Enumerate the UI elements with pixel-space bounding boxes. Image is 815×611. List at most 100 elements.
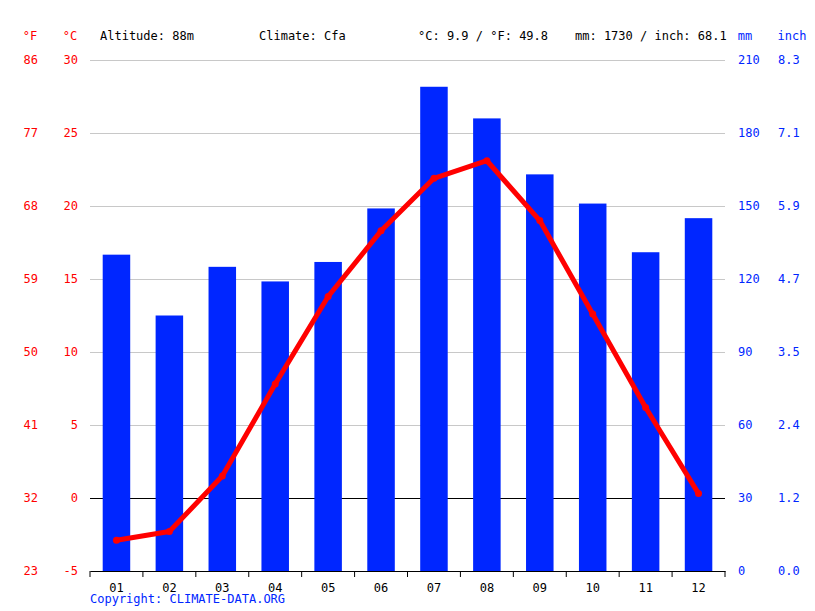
category-separator — [90, 571, 91, 577]
bar-series — [103, 87, 713, 571]
tick: 3.5 — [778, 345, 800, 359]
x-tick: 04 — [268, 571, 282, 595]
x-tick: 03 — [215, 571, 229, 595]
header-annotation: Climate: Cfa — [259, 29, 346, 43]
x-tick: 06 — [374, 571, 388, 595]
line-markers — [113, 157, 702, 544]
x-tick-label: 10 — [585, 581, 599, 595]
tick: 5 — [71, 418, 78, 432]
line-marker — [219, 473, 226, 480]
x-tick-label: 09 — [533, 581, 547, 595]
chart: Altitude: 88m Climate: Cfa °C: 9.9 / °F: 4… — [0, 0, 815, 611]
category-separator — [301, 571, 302, 577]
line-marker — [695, 490, 702, 497]
tick: 59 — [24, 272, 38, 286]
tick-label: 86 — [24, 53, 38, 67]
grid-line — [90, 352, 725, 353]
line-marker — [536, 217, 543, 224]
tick-label: 3.5 — [778, 345, 800, 359]
line-marker — [378, 227, 385, 234]
header-annotation: Altitude: 88m — [100, 29, 194, 43]
tick-label: 41 — [24, 418, 38, 432]
header-annotation: °C: 9.9 / °F: 49.8 — [418, 29, 548, 43]
tick-label: 0.0 — [778, 564, 800, 578]
x-tick: 07 — [427, 571, 441, 595]
bar — [103, 255, 131, 571]
axis-unit-label: mm — [738, 29, 752, 43]
y2-axis-mm: 0306090120150180210 — [738, 53, 760, 578]
tick: 41 — [24, 418, 38, 432]
tick-label: -5 — [64, 564, 78, 578]
tick: 20 — [64, 199, 78, 213]
tick-label: 68 — [24, 199, 38, 213]
x-tick-label: 11 — [638, 581, 652, 595]
tick-label: 210 — [738, 53, 760, 67]
x-tick: 05 — [321, 571, 335, 595]
tick-label: 60 — [738, 418, 752, 432]
tick: 25 — [64, 126, 78, 140]
line-marker — [325, 293, 332, 300]
tick-label: 120 — [738, 272, 760, 286]
tick-label: 10 — [64, 345, 78, 359]
axis-unit-label: °C — [63, 29, 77, 43]
tick: 0 — [71, 491, 78, 505]
tick-label: 30 — [738, 491, 752, 505]
tick-label: 77 — [24, 126, 38, 140]
tick-label: 20 — [64, 199, 78, 213]
grid-line — [90, 498, 725, 499]
axis-line — [78, 61, 79, 572]
category-separator — [407, 571, 408, 577]
tick: 210 — [738, 53, 760, 67]
bar — [579, 204, 607, 571]
tick-label: 59 — [24, 272, 38, 286]
category-separator — [460, 571, 461, 577]
tick-label: 15 — [64, 272, 78, 286]
tick: 30 — [738, 491, 752, 505]
y2-axis-inch: 0.0 1.2 2.4 3.5 4.7 5.9 7.1 8.3 — [778, 53, 800, 578]
tick-label: 4.7 — [778, 272, 800, 286]
bar — [367, 208, 395, 571]
tick: 5.9 — [778, 199, 800, 213]
line-marker — [642, 404, 649, 411]
tick-label: 32 — [24, 491, 38, 505]
tick: 4.7 — [778, 272, 800, 286]
line-marker — [272, 381, 279, 388]
line-marker — [166, 528, 173, 535]
tick: 60 — [738, 418, 752, 432]
tick: 1.2 — [778, 491, 800, 505]
tick: 50 — [24, 345, 38, 359]
tick-label: 90 — [738, 345, 752, 359]
bar — [473, 118, 501, 571]
category-separator — [354, 571, 355, 577]
category-separator — [142, 571, 143, 577]
tick-label: 2.4 — [778, 418, 800, 432]
tick: 68 — [24, 199, 38, 213]
header-annotation: mm: 1730 / inch: 68.1 — [575, 29, 727, 43]
x-tick-label: 06 — [374, 581, 388, 595]
tick: 7.1 — [778, 126, 800, 140]
tick-label: 25 — [64, 126, 78, 140]
axis-unit-label: °F — [23, 29, 37, 43]
tick: 15 — [64, 272, 78, 286]
source-credit: Copyright: CLIMATE-DATA.ORG — [90, 592, 285, 606]
tick-label: 30 — [64, 53, 78, 67]
tick: 8.3 — [778, 53, 800, 67]
line-marker — [483, 157, 490, 164]
x-tick-label: 05 — [321, 581, 335, 595]
axis-unit-label: inch — [778, 29, 807, 43]
tick-label: 23 — [24, 564, 38, 578]
tick-label: 5.9 — [778, 199, 800, 213]
temperature-line — [116, 161, 698, 541]
bar — [261, 281, 289, 571]
tick-label: 8.3 — [778, 53, 800, 67]
bar — [209, 267, 237, 571]
tick-label: 50 — [24, 345, 38, 359]
x-tick: 11 — [638, 571, 652, 595]
line-marker — [113, 537, 120, 544]
category-separator — [566, 571, 567, 577]
bar — [685, 218, 713, 571]
tick: 0.0 — [778, 564, 800, 578]
tick-label: 180 — [738, 126, 760, 140]
x-tick-label: 08 — [480, 581, 494, 595]
category-separator — [619, 571, 620, 577]
